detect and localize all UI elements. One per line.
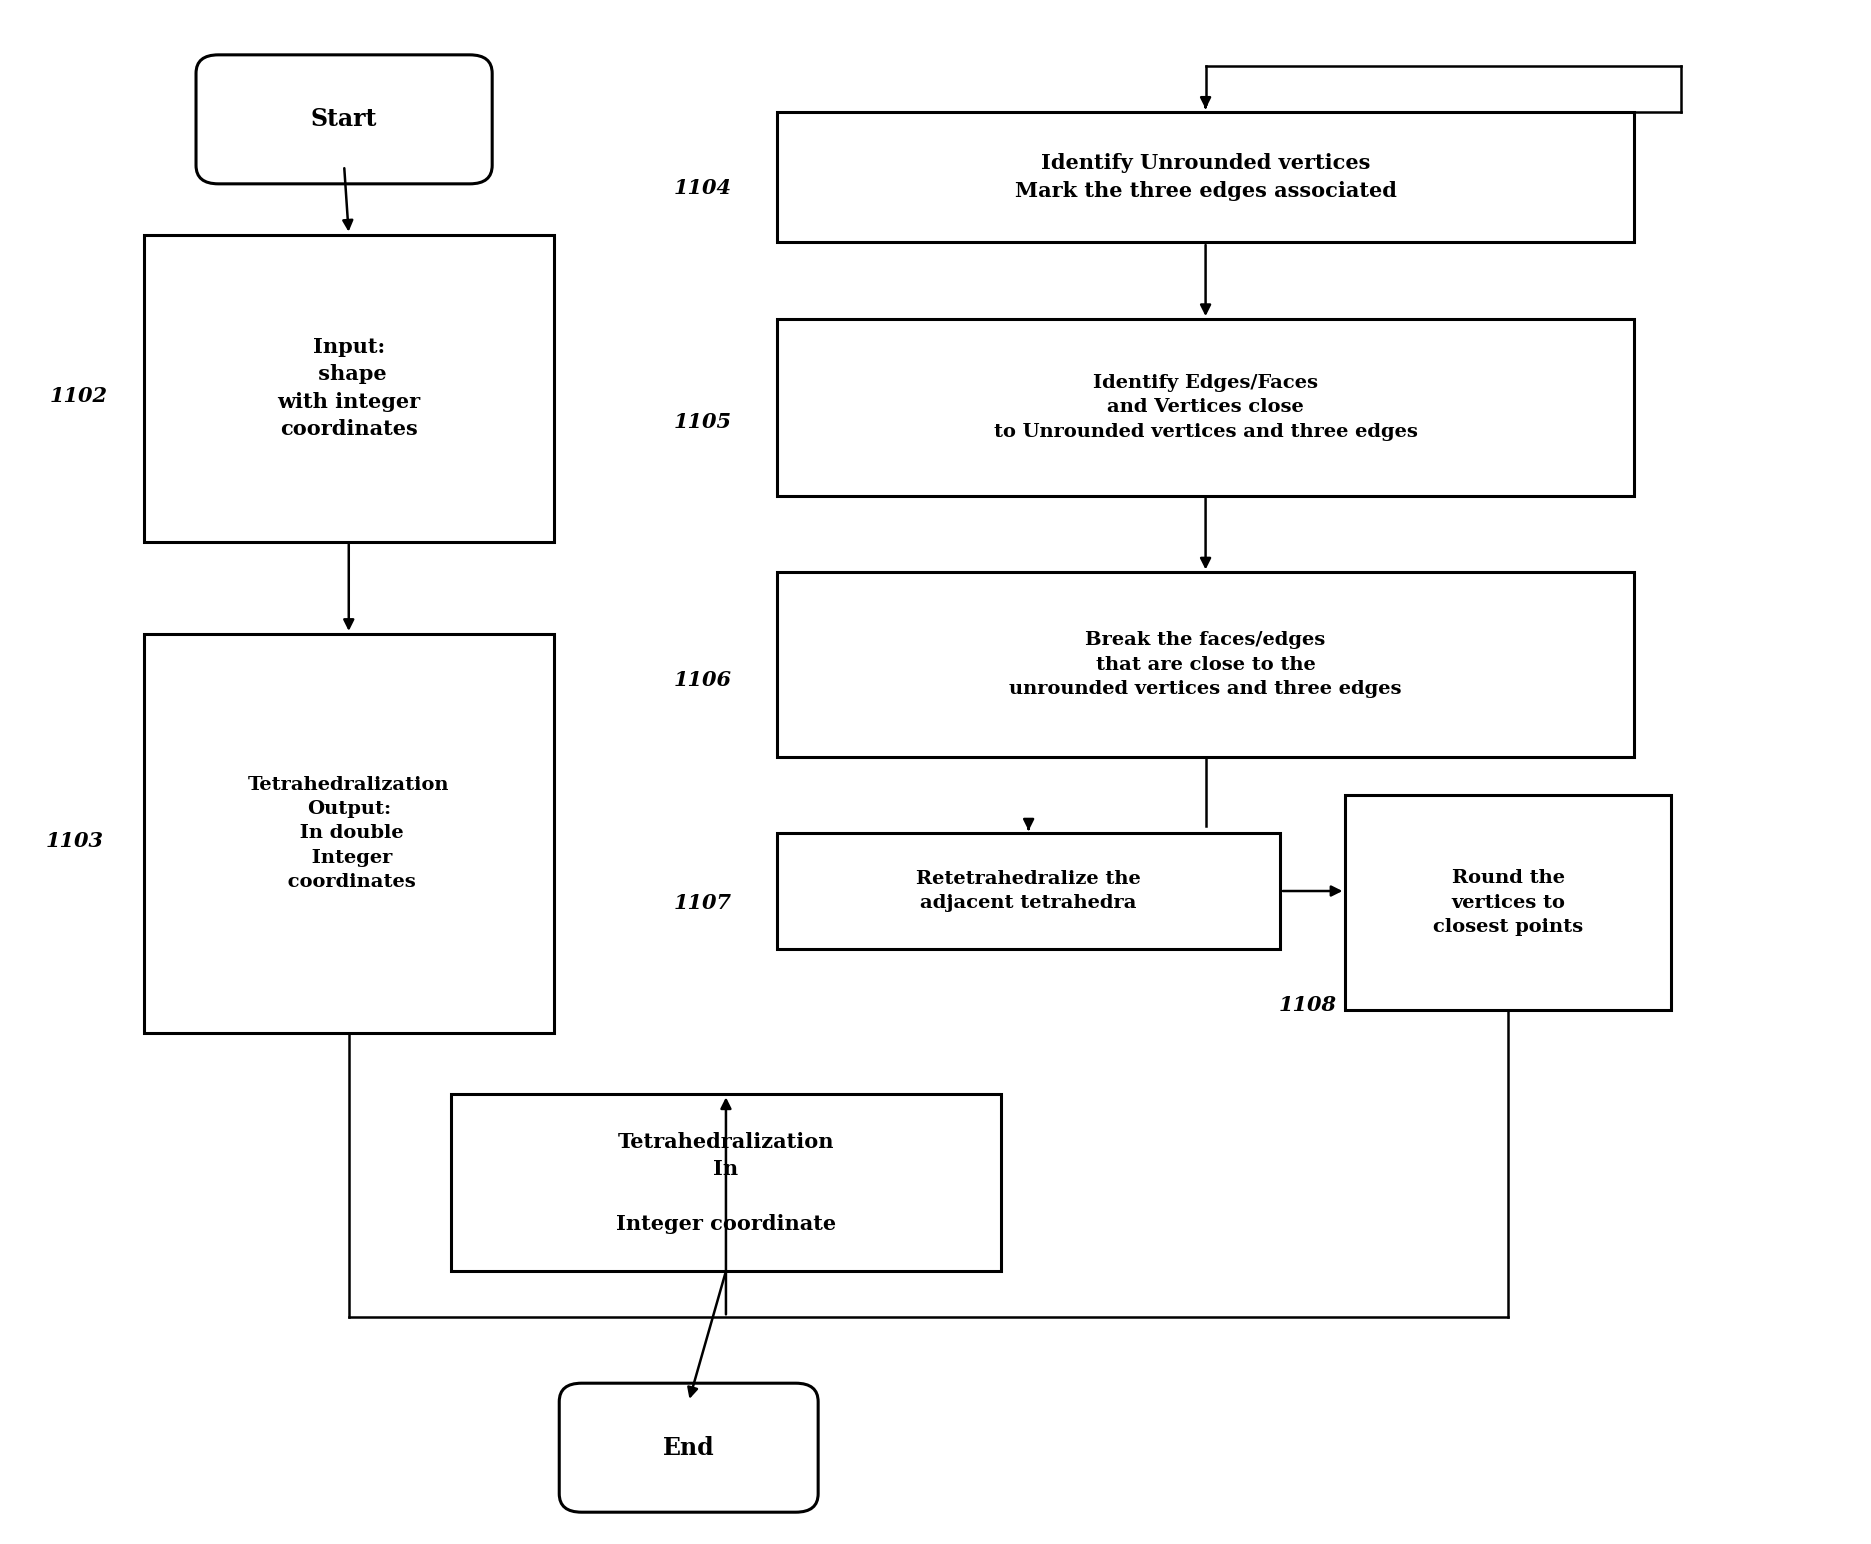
FancyBboxPatch shape	[196, 56, 492, 184]
Bar	[776, 111, 1633, 242]
Bar	[144, 633, 554, 1033]
Text: Tetrahedralization
In

Integer coordinate: Tetrahedralization In Integer coordinate	[616, 1132, 836, 1234]
Text: Start: Start	[311, 108, 378, 131]
Text: Round the
vertices to
closest points: Round the vertices to closest points	[1433, 869, 1583, 936]
Text: 1102: 1102	[51, 386, 109, 406]
Text: 1106: 1106	[674, 670, 732, 690]
Bar	[1345, 795, 1671, 1010]
Bar	[776, 320, 1633, 496]
Text: Identify Unrounded vertices
Mark the three edges associated: Identify Unrounded vertices Mark the thr…	[1014, 153, 1396, 201]
Text: Tetrahedralization
Output:
 In double
 Integer
 coordinates: Tetrahedralization Output: In double Int…	[249, 775, 449, 891]
Bar	[451, 1095, 1001, 1271]
Text: 1105: 1105	[674, 412, 732, 432]
Bar	[776, 573, 1633, 757]
Text: 1108: 1108	[1280, 996, 1338, 1016]
Bar	[144, 235, 554, 542]
Text: Retetrahedralize the
adjacent tetrahedra: Retetrahedralize the adjacent tetrahedra	[917, 869, 1141, 913]
FancyBboxPatch shape	[559, 1383, 818, 1512]
Text: 1104: 1104	[674, 179, 732, 199]
Text: 1107: 1107	[674, 892, 732, 913]
Text: Identify Edges/Faces
and Vertices close
to Unrounded vertices and three edges: Identify Edges/Faces and Vertices close …	[994, 374, 1418, 440]
Text: Input:
 shape
with integer
coordinates: Input: shape with integer coordinates	[277, 337, 421, 438]
Bar	[776, 834, 1280, 948]
Text: Break the faces/edges
that are close to the
unrounded vertices and three edges: Break the faces/edges that are close to …	[1008, 631, 1401, 698]
Text: End: End	[662, 1436, 715, 1459]
Text: 1103: 1103	[47, 831, 105, 851]
